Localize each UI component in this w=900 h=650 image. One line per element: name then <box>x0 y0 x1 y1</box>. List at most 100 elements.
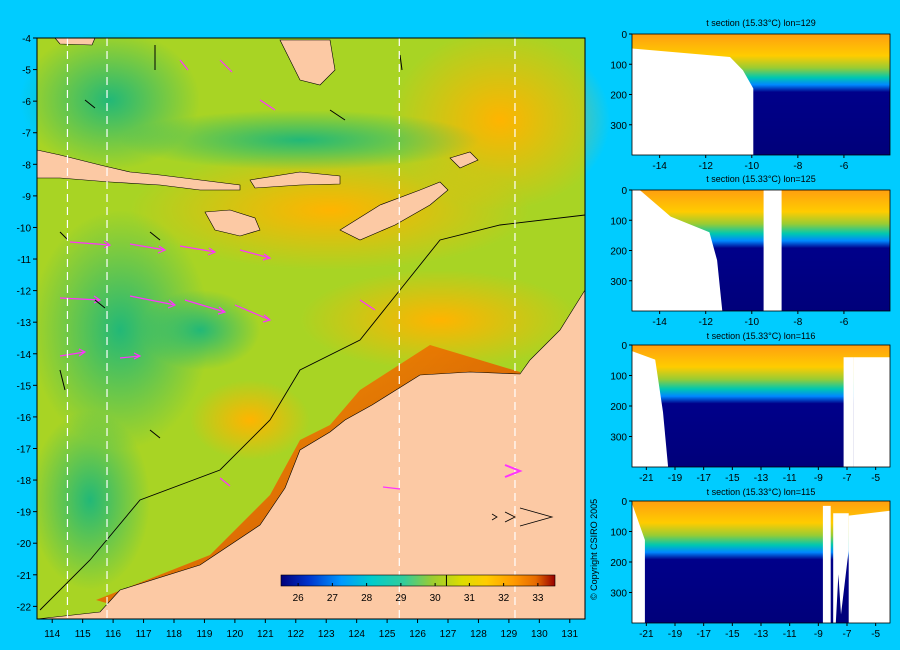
sst-cool-patch <box>140 290 260 370</box>
x-tick-label: 130 <box>531 629 548 640</box>
y-tick-label: -20 <box>17 539 32 550</box>
y-tick-label: -19 <box>17 508 32 519</box>
velocity-arrow <box>119 352 142 360</box>
x-tick-label: 126 <box>409 629 426 640</box>
x-tick-label: 131 <box>561 629 578 640</box>
x-tick-label: 116 <box>105 629 121 640</box>
section-title: t section (15.33°C) lon=115 <box>707 487 816 497</box>
y-tick-label: -16 <box>17 413 32 424</box>
section-x-tick-label: -15 <box>725 473 740 484</box>
y-tick-label: -4 <box>22 34 31 45</box>
y-tick-label: -15 <box>17 381 32 392</box>
section-x-tick-label: -5 <box>871 473 880 484</box>
colorbar-tick-label: 33 <box>532 593 544 604</box>
section-no-data-mask <box>632 48 754 155</box>
section-panel: t section (15.33°C) lon=115 -21 -19 -17 -15 -… <box>610 487 891 640</box>
section-y-tick-label: 200 <box>610 402 627 413</box>
wind-arrow <box>149 231 161 241</box>
x-tick-label: 122 <box>287 629 304 640</box>
section-y-tick-label: 300 <box>610 121 627 132</box>
map-y-axis: -4 -5 -6 -7 -8 -9 -10 -11 -12 -13 -14 -15 -16 -17 -18 -… <box>17 34 37 613</box>
y-tick-label: -13 <box>17 318 32 329</box>
alor-island <box>449 151 479 169</box>
colorbar-tick-label: 26 <box>293 593 305 604</box>
y-tick-label: -6 <box>22 97 31 108</box>
velocity-arrow <box>129 295 177 309</box>
x-tick-label: 121 <box>257 629 274 640</box>
section-x-tick-label: -13 <box>754 629 769 640</box>
x-tick-label: 119 <box>196 629 212 640</box>
section-title: t section (15.33°C) lon=116 <box>707 331 816 341</box>
section-lines <box>66 38 516 619</box>
section-x-tick-label: -19 <box>668 473 683 484</box>
velocity-arrow <box>234 304 272 323</box>
section-x-tick-label: -11 <box>783 629 797 640</box>
flores-island <box>249 171 341 189</box>
section-x-tick-label: -9 <box>814 473 823 484</box>
section-no-data-mask <box>833 513 849 623</box>
section-y-tick-label: 0 <box>621 30 627 41</box>
colorbar-tick-label: 32 <box>498 593 510 604</box>
section-y-tick-label: 300 <box>610 433 627 444</box>
section-y-tick-label: 100 <box>610 372 627 383</box>
section-no-data-mask <box>822 505 831 623</box>
velocity-arrow <box>219 59 233 73</box>
wind-arrows <box>59 45 403 439</box>
section-x-tick-label: -12 <box>698 161 713 172</box>
colorbar-tick-label: 30 <box>430 593 442 604</box>
x-tick-label: 127 <box>440 629 457 640</box>
section-y-tick-label: 200 <box>610 558 627 569</box>
colorbar-tick-label: 31 <box>464 593 476 604</box>
section-x-tick-label: -14 <box>652 317 667 328</box>
x-tick-label: 123 <box>318 629 335 640</box>
section-x-tick-label: -17 <box>696 473 711 484</box>
velocity-arrow <box>179 59 189 71</box>
section-x-tick-label: -8 <box>793 317 802 328</box>
map-x-axis: 114 115 116 117 118 119 120 121 122 123 124 125 126 1… <box>44 619 579 640</box>
timor-island <box>339 181 449 241</box>
velocity-arrow <box>359 299 376 311</box>
section-y-tick-label: 300 <box>610 277 627 288</box>
section-x-tick-label: -5 <box>871 629 880 640</box>
section-panel: t section (15.33°C) lon=116 -21 -19 -17 -15 -… <box>610 331 891 484</box>
section-x-tick-label: -6 <box>839 161 848 172</box>
y-tick-label: -12 <box>17 287 32 298</box>
y-tick-label: -21 <box>17 571 32 582</box>
section-y-tick-label: 200 <box>610 91 627 102</box>
borneo-land <box>54 37 96 46</box>
sulawesi-land <box>279 39 336 86</box>
velocity-arrow <box>184 299 227 315</box>
wind-arrow <box>149 429 161 439</box>
australia-land <box>36 288 586 620</box>
section-y-tick-label: 100 <box>610 216 627 227</box>
y-tick-label: -10 <box>17 223 32 234</box>
sumba-island <box>204 209 261 237</box>
wind-arrow <box>84 99 96 109</box>
x-tick-label: 124 <box>348 629 365 640</box>
section-y-tick-label: 0 <box>621 497 627 508</box>
section-y-tick-label: 100 <box>610 60 627 71</box>
x-tick-label: 118 <box>166 629 182 640</box>
section-y-tick-label: 0 <box>621 341 627 352</box>
y-tick-label: -7 <box>22 129 31 140</box>
x-tick-label: 120 <box>227 629 244 640</box>
section-x-tick-label: -11 <box>783 473 797 484</box>
wind-scale-arrow <box>382 486 401 490</box>
sst-warm-patch <box>390 30 610 210</box>
section-title: t section (15.33°C) lon=125 <box>706 174 815 184</box>
section-y-tick-label: 100 <box>610 528 627 539</box>
y-tick-label: -18 <box>17 476 32 487</box>
y-tick-label: -8 <box>22 160 31 171</box>
section-x-tick-label: -9 <box>814 629 823 640</box>
velocity-arrow <box>239 249 272 261</box>
section-x-tick-label: -14 <box>652 161 667 172</box>
section-x-tick-label: -21 <box>639 473 654 484</box>
map-frame <box>36 37 586 620</box>
drifter-icon <box>504 464 523 478</box>
x-tick-label: 114 <box>44 629 60 640</box>
section-no-data-mask <box>632 503 645 623</box>
section-panel: t section (15.33°C) lon=129 -14 -12 -10 -8 -6… <box>610 18 891 172</box>
section-x-tick-label: -15 <box>725 629 740 640</box>
y-tick-label: -22 <box>17 602 32 613</box>
